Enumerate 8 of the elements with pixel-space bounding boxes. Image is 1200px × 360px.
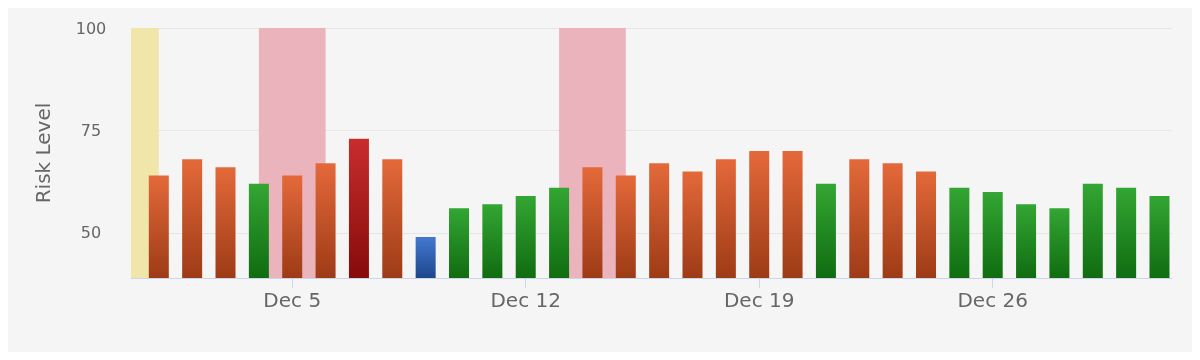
y-tick-label: 50 xyxy=(80,223,102,243)
y-tick-label: 75 xyxy=(80,120,102,140)
x-tick-label: Dec 5 xyxy=(263,288,322,312)
x-tick-label: Dec 26 xyxy=(957,288,1028,312)
x-tick-label: Dec 12 xyxy=(490,288,561,312)
y-axis-title: Risk Level xyxy=(31,102,55,204)
y-tick-label: 100 xyxy=(75,18,107,38)
x-tick-label: Dec 19 xyxy=(723,288,795,312)
